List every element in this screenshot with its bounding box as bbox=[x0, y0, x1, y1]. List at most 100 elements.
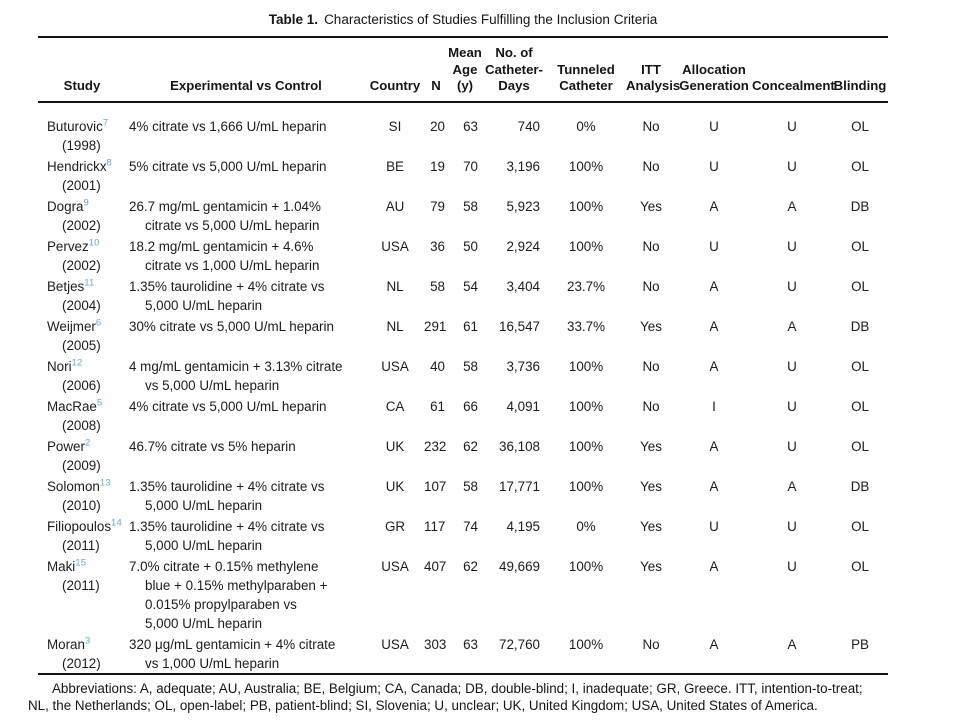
age-cell: 58 bbox=[463, 198, 478, 214]
study-name: Power2 bbox=[47, 437, 126, 456]
conceal-cell: U bbox=[787, 358, 797, 374]
treatment-line: 1.35% taurolidine + 4% citrate vs bbox=[129, 478, 325, 494]
alloc-cell: A bbox=[709, 438, 719, 454]
treatment-line: 320 μg/mL gentamicin + 4% citrate bbox=[129, 636, 336, 652]
reference-superscript: 12 bbox=[71, 357, 83, 369]
study-name: Dogra9 bbox=[47, 197, 126, 216]
blinding-cell: OL bbox=[851, 518, 869, 534]
treatment-line: vs 5,000 U/mL heparin bbox=[145, 377, 280, 393]
blinding-cell: OL bbox=[851, 398, 869, 414]
header-line: Mean bbox=[448, 45, 482, 60]
days-cell: 3,736 bbox=[506, 358, 540, 374]
reference-superscript: 9 bbox=[83, 197, 89, 209]
study-cell: Weijmer6 (2005) bbox=[38, 315, 126, 355]
age-cell: 61 bbox=[463, 318, 478, 334]
study-name: Hendrickx8 bbox=[47, 157, 126, 176]
blinding-cell: PB bbox=[851, 636, 869, 652]
header-alloc: Allocation Generation bbox=[676, 37, 752, 102]
study-cell: Betjes11 (2004) bbox=[38, 275, 126, 315]
n-cell: 407 bbox=[424, 558, 447, 574]
study-name: Moran3 bbox=[47, 635, 126, 654]
reference-superscript: 8 bbox=[106, 157, 113, 169]
days-cell: 36,108 bbox=[499, 438, 540, 454]
study-author: Dogra bbox=[47, 198, 84, 214]
days-cell: 72,760 bbox=[499, 636, 540, 652]
tunneled-cell: 100% bbox=[568, 478, 604, 494]
conceal-cell: U bbox=[787, 438, 797, 454]
alloc-cell: A bbox=[709, 278, 719, 294]
treatment-line: vs 1,000 U/mL heparin bbox=[145, 655, 280, 671]
days-cell: 4,195 bbox=[506, 518, 540, 534]
study-name: MacRae5 bbox=[47, 397, 126, 416]
n-cell: 36 bbox=[430, 238, 445, 254]
n-cell: 58 bbox=[430, 278, 445, 294]
treatment-line: 1.35% taurolidine + 4% citrate vs bbox=[129, 278, 325, 294]
study-cell: Moran3 (2012) bbox=[38, 633, 126, 674]
table-row: Hendrickx8 (2001) 5% citrate vs 5,000 U/mL… bbox=[38, 155, 888, 195]
header-conceal: Concealment bbox=[752, 37, 835, 102]
itt-cell: Yes bbox=[640, 438, 662, 454]
age-cell: 58 bbox=[463, 358, 478, 374]
table-row: Pervez10 (2002) 18.2 mg/mL gentamicin + 4.… bbox=[38, 235, 888, 275]
study-cell: Nori12 (2006) bbox=[38, 355, 126, 395]
study-cell: Buturovic7 (1998) bbox=[38, 102, 126, 155]
n-cell: 303 bbox=[424, 636, 447, 652]
header-line: Allocation bbox=[682, 61, 746, 77]
treatment-line: 4% citrate vs 1,666 U/mL heparin bbox=[129, 118, 327, 134]
alloc-cell: A bbox=[709, 478, 719, 494]
itt-cell: No bbox=[642, 398, 660, 414]
reference-superscript: 13 bbox=[99, 477, 111, 489]
n-cell: 117 bbox=[424, 518, 446, 534]
study-name: Solomon13 bbox=[47, 477, 126, 496]
age-cell: 70 bbox=[463, 158, 478, 174]
table-row: Dogra9 (2002) 26.7 mg/mL gentamicin + 1.04… bbox=[38, 195, 888, 235]
treatment-line: 5,000 U/mL heparin bbox=[145, 297, 263, 313]
study-year: (2004) bbox=[62, 297, 101, 313]
itt-cell: Yes bbox=[640, 198, 662, 214]
alloc-cell: A bbox=[709, 636, 719, 652]
header-line: Generation bbox=[679, 78, 749, 93]
experimental-vs-control-cell: 5% citrate vs 5,000 U/mL heparin bbox=[126, 155, 366, 195]
alloc-cell: A bbox=[709, 318, 719, 334]
experimental-vs-control-cell: 26.7 mg/mL gentamicin + 1.04% citrate vs … bbox=[126, 195, 366, 235]
footnote-line: Abbreviations: A, adequate; AU, Australi… bbox=[52, 680, 863, 696]
study-author: Filiopoulos bbox=[47, 518, 112, 534]
blinding-cell: OL bbox=[851, 238, 869, 254]
treatment-line: 46.7% citrate vs 5% heparin bbox=[129, 438, 296, 454]
tunneled-cell: 100% bbox=[568, 238, 604, 254]
study-name: Betjes11 bbox=[47, 277, 126, 296]
alloc-cell: I bbox=[712, 398, 716, 414]
table-header: Study Experimental vs Control Country N Mean… bbox=[38, 37, 888, 102]
treatment-line: citrate vs 1,000 U/mL heparin bbox=[145, 257, 320, 273]
age-cell: 63 bbox=[463, 118, 478, 134]
reference-superscript: 2 bbox=[84, 437, 91, 449]
days-cell: 3,196 bbox=[506, 158, 540, 174]
table-row: Moran3 (2012) 320 μg/mL gentamicin + 4% ci… bbox=[38, 633, 888, 674]
age-cell: 66 bbox=[463, 398, 478, 414]
study-cell: Filiopoulos14 (2011) bbox=[38, 515, 126, 555]
study-year: (2006) bbox=[62, 377, 101, 393]
tunneled-cell: 100% bbox=[568, 398, 604, 414]
treatment-line: citrate vs 5,000 U/mL heparin bbox=[145, 217, 320, 233]
reference-superscript: 11 bbox=[84, 277, 95, 289]
age-cell: 58 bbox=[463, 478, 478, 494]
header-line: Experimental vs Control bbox=[170, 78, 322, 93]
tunneled-cell: 100% bbox=[568, 636, 604, 652]
country-cell: BE bbox=[386, 158, 404, 174]
n-cell: 40 bbox=[430, 358, 445, 374]
blinding-cell: OL bbox=[851, 158, 869, 174]
conceal-cell: U bbox=[787, 558, 797, 574]
study-author: MacRae bbox=[47, 398, 97, 414]
conceal-cell: A bbox=[787, 318, 797, 334]
n-cell: 20 bbox=[430, 118, 445, 134]
footnote-line: NL, the Netherlands; OL, open-label; PB,… bbox=[28, 698, 818, 713]
country-cell: CA bbox=[385, 398, 405, 414]
reference-superscript: 14 bbox=[111, 517, 122, 529]
n-cell: 291 bbox=[424, 318, 447, 334]
conceal-cell: U bbox=[787, 238, 797, 254]
tunneled-cell: 100% bbox=[568, 358, 604, 374]
table-row: Power2 (2009) 46.7% citrate vs 5% heparin U… bbox=[38, 435, 888, 475]
conceal-cell: U bbox=[787, 518, 797, 534]
table-1-block: Table 1. Characteristics of Studies Fulfi… bbox=[38, 0, 888, 675]
